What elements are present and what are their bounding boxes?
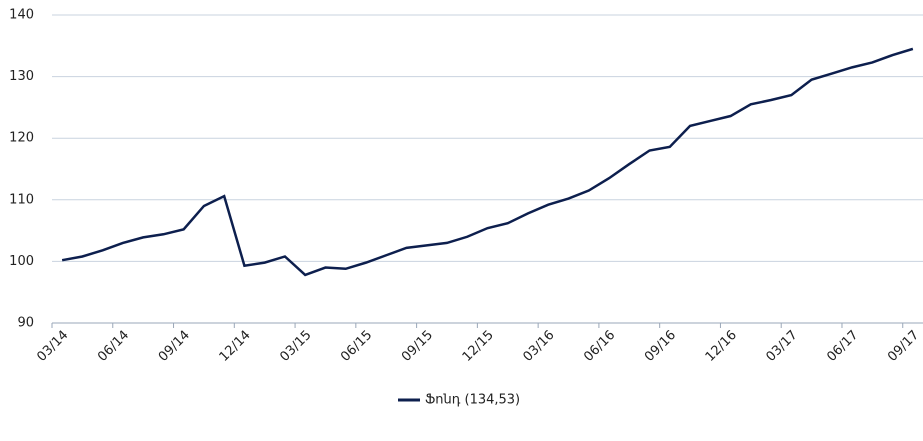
x-tick-label: 09/14 <box>156 328 193 365</box>
legend-label: Ֆոնդ (134,53) <box>425 393 520 408</box>
y-tick-label: 120 <box>9 131 34 146</box>
line-series <box>61 47 914 277</box>
y-tick-label: 100 <box>9 254 34 269</box>
x-tick-label: 09/17 <box>885 328 922 365</box>
x-tick-label: 12/14 <box>217 328 254 365</box>
x-tick-label: 03/14 <box>34 328 71 365</box>
x-tick-label: 12/15 <box>460 328 497 365</box>
x-tick-label: 03/17 <box>764 328 801 365</box>
y-tick-label: 140 <box>9 8 34 23</box>
x-tick-label: 12/16 <box>703 328 740 365</box>
x-tick-label: 09/15 <box>399 328 436 365</box>
x-tick-label: 06/15 <box>338 328 375 365</box>
x-tick-label: 06/16 <box>581 328 618 365</box>
y-tick-label: 110 <box>9 192 34 207</box>
x-tick-label: 03/15 <box>277 328 314 365</box>
y-tick-label: 90 <box>17 316 34 331</box>
x-tick-label: 09/16 <box>642 328 679 365</box>
x-tick-label: 06/14 <box>95 328 132 365</box>
x-tick-label: 06/17 <box>824 328 861 365</box>
x-tick-label: 03/16 <box>520 328 557 365</box>
y-tick-label: 130 <box>9 69 34 84</box>
